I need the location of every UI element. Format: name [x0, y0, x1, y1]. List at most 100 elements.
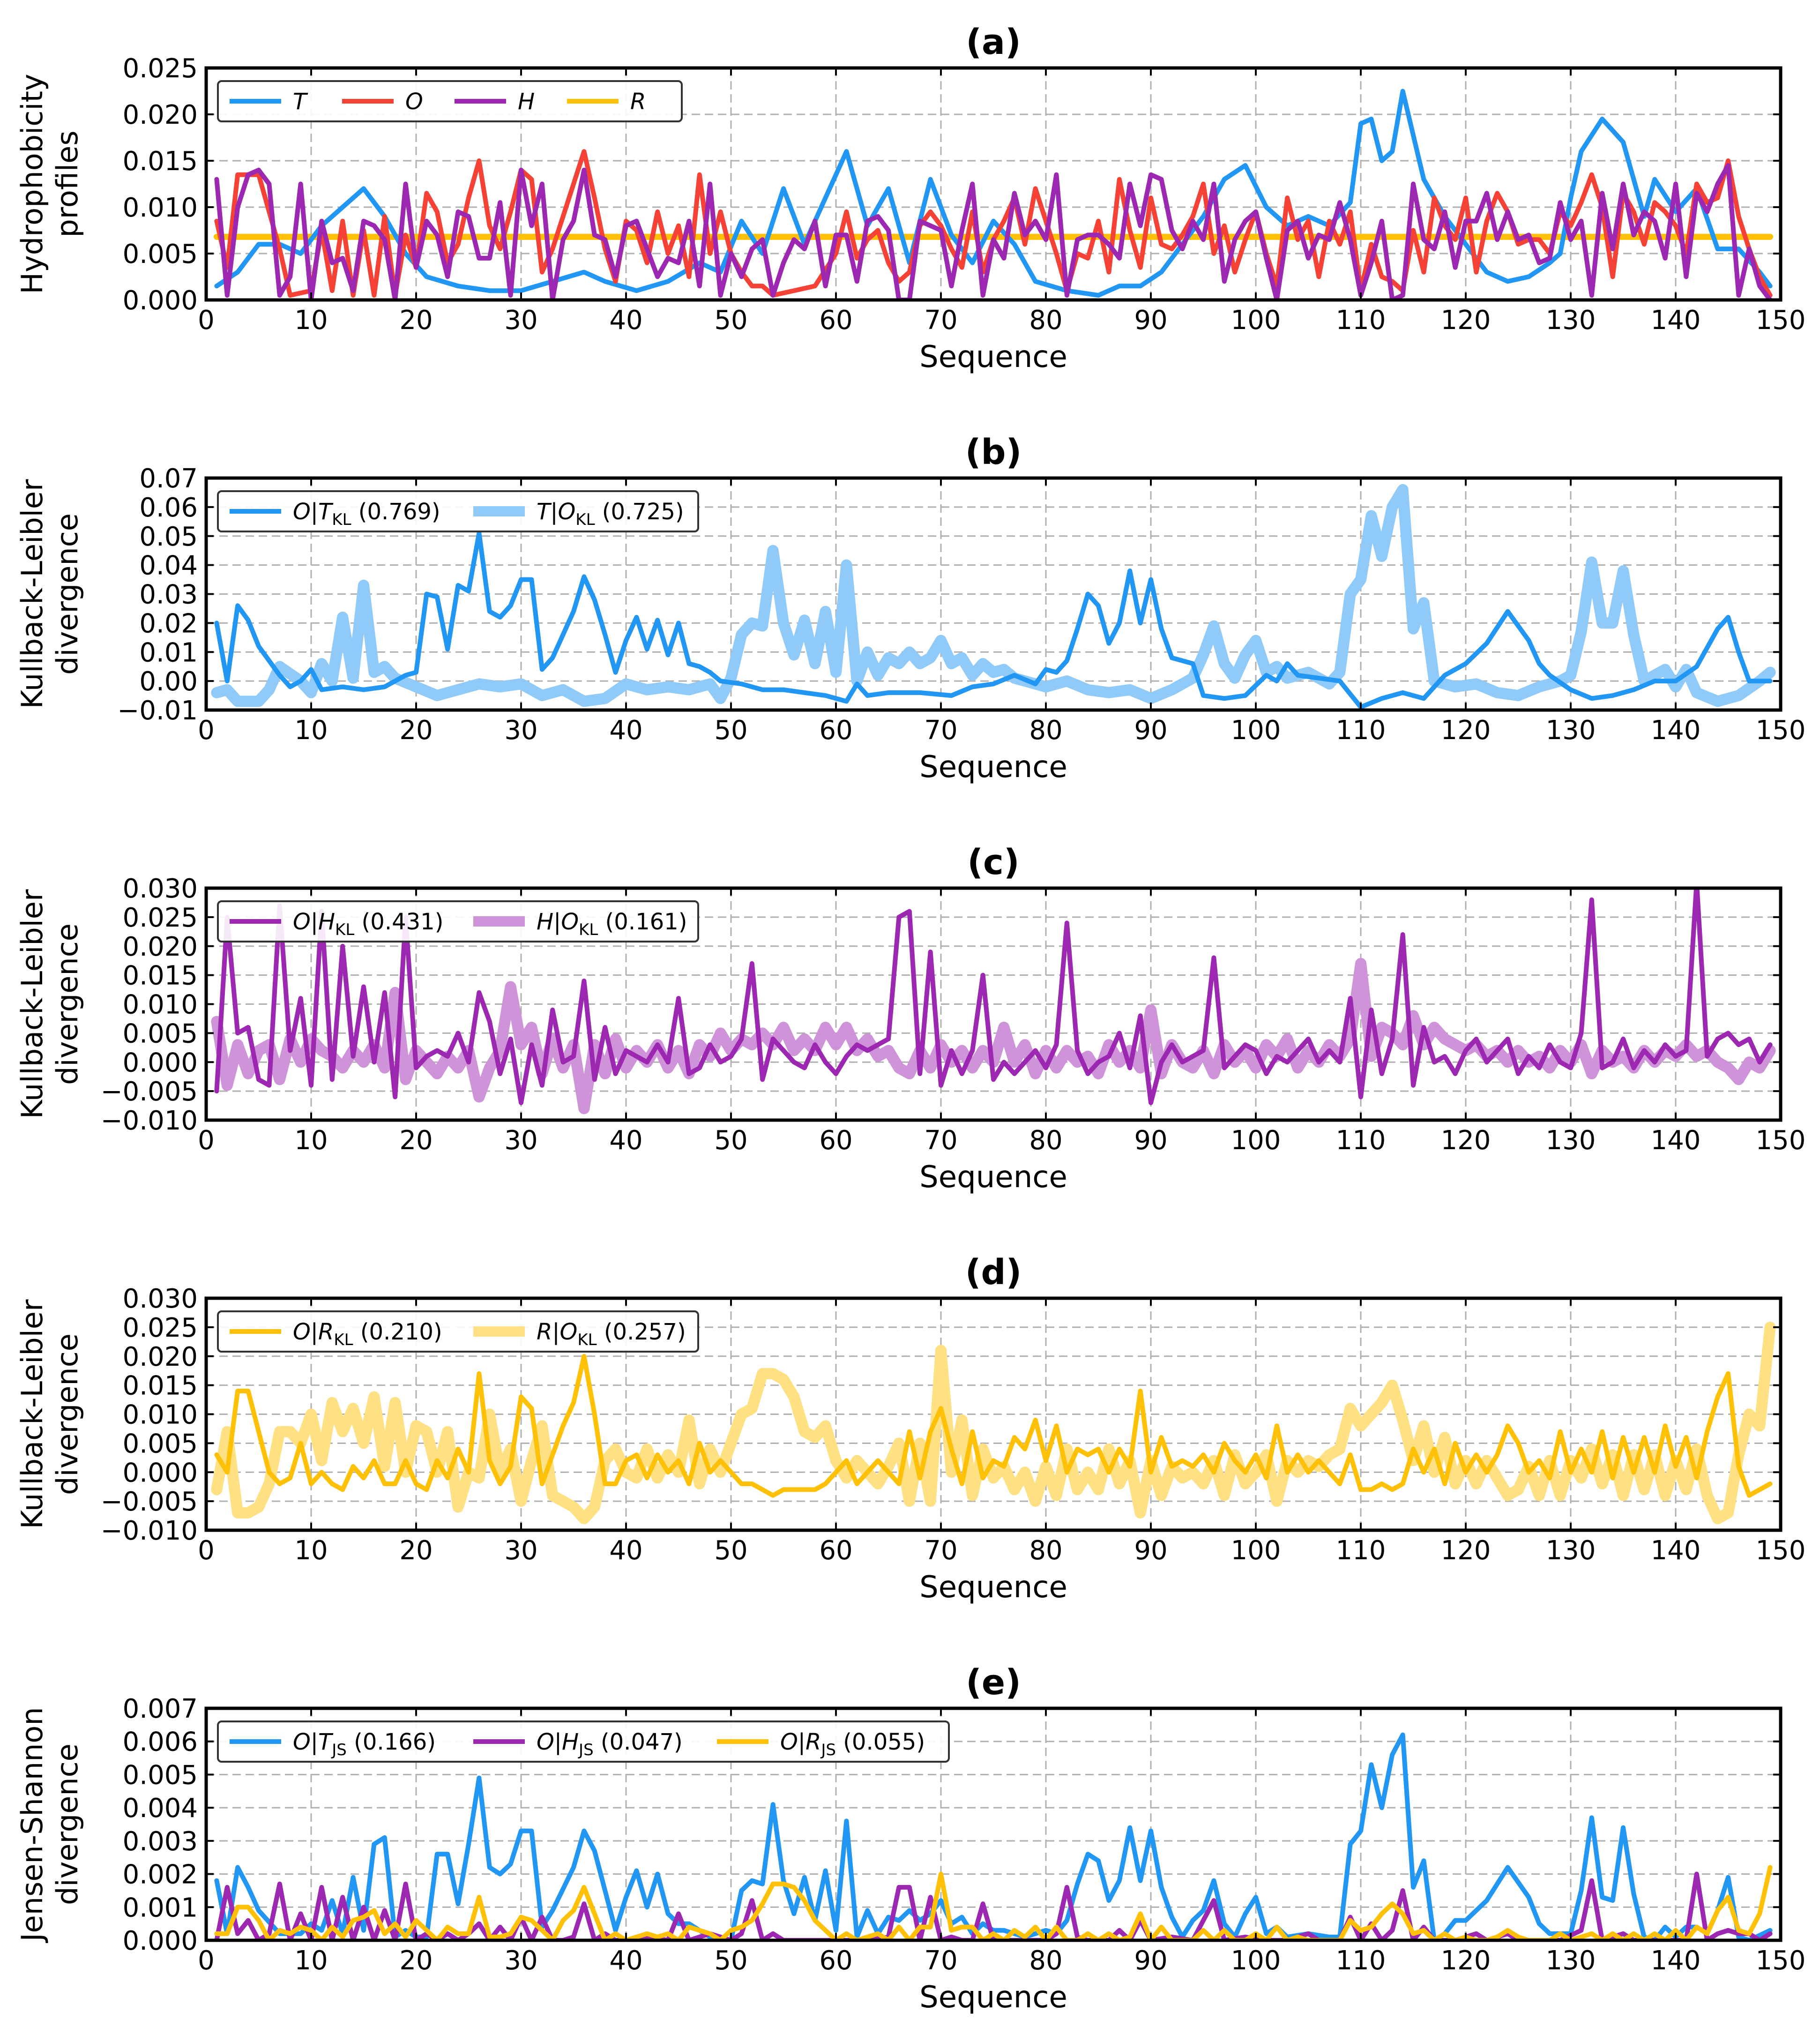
panel-e: (e) 0 10 20 30 40 50 60 70 80 90 100 110 120 130 140 150… — [15, 1662, 1805, 2015]
svg-text:O|HJS (0.047): O|HJS (0.047) — [537, 1729, 683, 1759]
legend-item: O|TJS (0.166) — [230, 1729, 436, 1759]
x-tick-label: 130 — [1546, 305, 1596, 336]
y-axis-label: divergence — [50, 1333, 84, 1495]
y-tick-label: 0.004 — [123, 1793, 198, 1824]
y-tick-label: 0.025 — [123, 53, 198, 84]
x-tick-label: 60 — [819, 305, 852, 336]
x-axis-label: Sequence — [919, 1980, 1067, 2015]
x-tick-label: 120 — [1441, 1125, 1491, 1156]
series-line-o-t-kl — [214, 531, 1773, 710]
svg-text:R: R — [630, 89, 646, 115]
x-tick-label: 70 — [924, 1535, 957, 1566]
legend: O|HKL (0.431) H|OKL (0.161) — [217, 900, 699, 942]
x-tick-label: 80 — [1029, 1125, 1062, 1156]
panel-a: (a) 0 10 20 30 40 50 60 70 80 90 100 110 120 130 140 150… — [15, 22, 1805, 374]
y-tick-label: 0.03 — [139, 580, 198, 610]
x-tick-label: 130 — [1546, 1945, 1596, 1976]
legend: O|RKL (0.210) R|OKL (0.257) — [217, 1310, 699, 1353]
y-tick-label: 0.000 — [123, 1047, 198, 1078]
panel-d: (d) 0 10 20 30 40 50 60 70 80 90 100 110 120 130 140 150… — [15, 1252, 1805, 1605]
panel-b: (b) 0 10 20 30 40 50 60 70 80 90 100 110 120 130 140 150… — [15, 432, 1805, 785]
legend-value: (0.431) — [354, 909, 443, 935]
x-tick-label: 100 — [1231, 1125, 1281, 1156]
series-line-h — [214, 163, 1773, 300]
legend-label: T — [293, 89, 308, 115]
x-tick-label: 120 — [1441, 1535, 1491, 1566]
x-tick-label: 100 — [1231, 1535, 1281, 1566]
legend-value: (0.725) — [595, 499, 684, 525]
x-tick-label: 70 — [924, 305, 957, 336]
series-line-h-o-kl — [211, 957, 1776, 1114]
y-tick-label: 0.005 — [123, 239, 198, 269]
x-tick-label: 100 — [1231, 1945, 1281, 1976]
x-tick-label: 40 — [609, 715, 642, 746]
legend-label: T|O — [537, 499, 575, 525]
svg-text:O|RJS (0.055): O|RJS (0.055) — [780, 1729, 925, 1759]
y-tick-label: 0.010 — [123, 990, 198, 1020]
y-tick-label: 0.015 — [123, 1371, 198, 1401]
series-line-o-h-kl — [214, 888, 1773, 1105]
x-tick-label: 80 — [1029, 715, 1062, 746]
legend-item: H|OKL (0.161) — [473, 909, 687, 939]
legend-item: O — [342, 89, 423, 115]
series-line-t-o-kl — [211, 484, 1776, 707]
x-tick-label: 130 — [1546, 1535, 1596, 1566]
x-tick-label: 20 — [399, 1535, 433, 1566]
legend-value: (0.166) — [347, 1729, 436, 1755]
legend-item: T|OKL (0.725) — [473, 499, 684, 529]
series-line-o-t-js — [214, 1732, 1773, 1940]
series-line-o-h-js — [214, 1871, 1773, 1940]
legend-label: O|R — [780, 1729, 821, 1755]
legend-value: (0.210) — [353, 1319, 442, 1345]
y-tick-label: 0.000 — [123, 285, 198, 316]
svg-text:T: T — [293, 89, 308, 115]
legend-item: O|RKL (0.210) — [230, 1319, 442, 1349]
series-line-o-r-js — [214, 1865, 1773, 1940]
x-tick-label: 0 — [198, 1125, 215, 1156]
panel-title: (b) — [965, 432, 1022, 472]
legend-subscript: KL — [579, 920, 598, 939]
legend-item: H — [455, 89, 535, 115]
x-tick-label: 150 — [1756, 1945, 1806, 1976]
y-axis-label: profiles — [50, 130, 84, 237]
y-tick-label: 0.020 — [123, 100, 198, 130]
series-line-r-o-kl — [211, 1321, 1776, 1525]
x-tick-label: 110 — [1336, 715, 1386, 746]
series-group — [211, 888, 1776, 1114]
legend-item: O|HJS (0.047) — [473, 1729, 683, 1759]
x-tick-label: 70 — [924, 715, 957, 746]
x-tick-label: 60 — [819, 1125, 852, 1156]
x-tick-label: 100 — [1231, 305, 1281, 336]
svg-text:R|OKL (0.257): R|OKL (0.257) — [537, 1319, 686, 1349]
y-tick-label: 0.015 — [123, 146, 198, 177]
x-tick-label: 50 — [714, 1535, 747, 1566]
x-tick-label: 120 — [1441, 715, 1491, 746]
legend-value: (0.055) — [836, 1729, 925, 1755]
x-tick-label: 120 — [1441, 305, 1491, 336]
y-tick-label: 0.020 — [123, 932, 198, 962]
x-tick-label: 140 — [1651, 1945, 1701, 1976]
legend-item: R|OKL (0.257) — [473, 1319, 686, 1349]
y-tick-label: 0.030 — [123, 874, 198, 904]
legend-item: O|TKL (0.769) — [230, 499, 440, 529]
legend-subscript: JS — [820, 1741, 836, 1759]
axes-frame — [204, 1706, 1783, 1942]
series-group — [214, 1732, 1773, 1940]
legend: O|TKL (0.769) T|OKL (0.725) — [217, 490, 699, 532]
y-tick-label: 0.000 — [123, 1926, 198, 1956]
x-tick-label: 150 — [1756, 1125, 1806, 1156]
legend-item: O|RJS (0.055) — [717, 1729, 925, 1759]
y-tick-label: 0.006 — [123, 1727, 198, 1758]
x-tick-label: 150 — [1756, 1535, 1806, 1566]
svg-text:O: O — [405, 89, 423, 115]
legend-subscript: JS — [578, 1741, 594, 1759]
y-tick-label: 0.00 — [139, 666, 198, 697]
legend-value: (0.769) — [351, 499, 440, 525]
y-axis-label: divergence — [50, 513, 84, 675]
legend-subscript: JS — [331, 1741, 347, 1759]
x-tick-label: 140 — [1651, 1535, 1701, 1566]
x-tick-label: 50 — [714, 1125, 747, 1156]
x-tick-label: 70 — [924, 1945, 957, 1976]
x-tick-label: 150 — [1756, 305, 1806, 336]
